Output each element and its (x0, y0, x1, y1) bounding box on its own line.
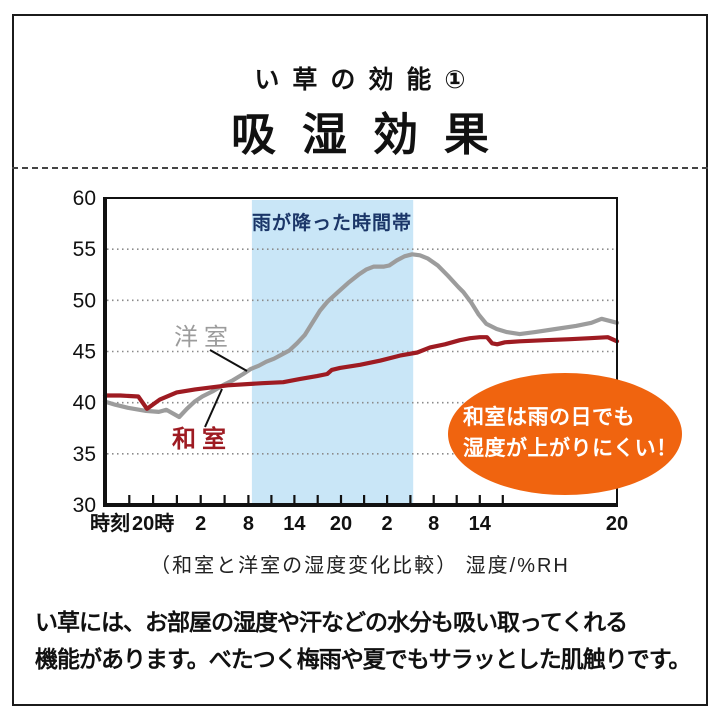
y-tick-label-45: 45 (73, 341, 96, 364)
series-layer (102, 252, 620, 420)
y-tick-label-55: 55 (73, 238, 96, 261)
axis-label-layer: 時刻 20時 2 8 14 20 2 8 14 20 60 55 50 45 40 35 30 (73, 187, 628, 535)
annotation-line1: 和室は雨の日でも (463, 405, 635, 429)
x-tick-label-5: 2 (382, 513, 393, 535)
chart-caption: （和室と洋室の湿度変化比較） 湿度/%RH (150, 555, 570, 577)
washitsu-pointer-line (204, 388, 223, 428)
x-tick-label-8: 20 (606, 513, 628, 535)
x-axis-prefix-label: 時刻 (90, 511, 130, 535)
page-subtitle: い草の効能① (254, 66, 479, 94)
description-line2: 機能があります。べたつく梅雨や夏でもサラッとした肌触りです。 (35, 646, 691, 672)
x-tick-label-4: 20 (330, 513, 352, 535)
x-tick-label-1: 2 (195, 513, 206, 535)
series-label-yoshitsu: 洋室 (174, 324, 234, 351)
dashed-divider (12, 167, 708, 169)
series-line-1 (102, 335, 620, 411)
y-tick-label-30: 30 (73, 494, 96, 517)
page-title: 吸湿効果 (230, 109, 515, 160)
x-tick-label-7: 14 (469, 513, 492, 535)
humidity-line-chart: 時刻 20時 2 8 14 20 2 8 14 20 60 55 50 45 40 35 30 雨が降った時間帯… (73, 187, 682, 535)
annotation-bubble (448, 373, 682, 495)
y-tick-label-50: 50 (73, 289, 96, 312)
axes-layer (103, 197, 618, 507)
series-label-washitsu: 和室 (172, 425, 232, 453)
x-tick-label-2: 8 (243, 513, 254, 535)
y-tick-label-60: 60 (73, 187, 96, 210)
annotation-line2: 湿度が上がりにくい！ (463, 436, 678, 460)
x-tick-label-6: 8 (428, 513, 439, 535)
series-line-0 (102, 252, 620, 420)
yoshitsu-pointer-line (209, 349, 248, 372)
x-tick-label-0: 20時 (132, 511, 174, 535)
y-tick-label-35: 35 (73, 443, 96, 466)
y-tick-label-40: 40 (73, 392, 96, 415)
description-line1: い草には、お部屋の湿度や汗などの水分も吸い取ってくれる (35, 609, 628, 635)
description-text: い草には、お部屋の湿度や汗などの水分も吸い取ってくれる 機能があります。べたつく… (35, 604, 695, 678)
rain-band-label: 雨が降った時間帯 (252, 211, 412, 234)
x-tick-label-3: 14 (283, 513, 306, 535)
